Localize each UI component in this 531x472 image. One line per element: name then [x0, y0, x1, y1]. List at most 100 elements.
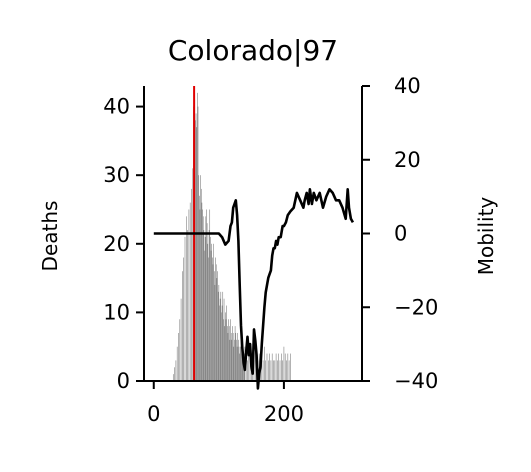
- death-bar: [178, 332, 179, 381]
- death-bar: [249, 353, 251, 381]
- death-bar: [175, 360, 177, 381]
- death-bar: [184, 236, 186, 381]
- death-bar: [199, 209, 201, 381]
- death-bar: [174, 367, 175, 381]
- death-bar: [211, 243, 212, 381]
- death-bar: [217, 271, 218, 381]
- x-ticks-group: 0 200: [147, 381, 304, 426]
- death-bar: [200, 175, 201, 381]
- death-bar: [227, 332, 229, 381]
- death-bar: [275, 353, 277, 381]
- death-bar: [248, 346, 250, 381]
- death-bar: [202, 216, 204, 381]
- death-bar: [216, 278, 218, 381]
- death-bar: [225, 319, 227, 381]
- death-bar: [221, 312, 222, 381]
- death-bar: [219, 305, 220, 381]
- death-bar: [236, 346, 238, 381]
- death-bar: [182, 271, 183, 381]
- death-bar: [185, 216, 187, 381]
- death-bar: [187, 230, 188, 381]
- death-bar: [213, 243, 214, 381]
- death-bar: [198, 175, 199, 381]
- death-bar: [290, 353, 291, 381]
- death-bar: [234, 339, 235, 381]
- death-bar: [223, 319, 224, 381]
- y-right-tick-label: −40: [394, 369, 438, 393]
- mobility-line: [153, 188, 355, 390]
- death-bar: [183, 257, 184, 381]
- death-bar: [226, 326, 228, 381]
- death-bar: [243, 360, 244, 381]
- death-bar: [195, 120, 196, 382]
- death-bar: [197, 92, 198, 381]
- death-bar: [210, 236, 211, 381]
- death-bar: [172, 374, 174, 381]
- death-bar: [264, 346, 265, 381]
- death-bar: [208, 257, 209, 381]
- death-bar: [195, 113, 197, 381]
- death-bar: [219, 298, 221, 381]
- death-bar: [232, 332, 234, 381]
- death-bar: [221, 305, 223, 381]
- death-bar: [213, 271, 215, 381]
- death-bar: [261, 353, 263, 381]
- death-bar: [238, 346, 240, 381]
- y-left-tick-label: 0: [117, 369, 130, 393]
- death-bar: [212, 257, 213, 381]
- chart-title: Colorado|97: [168, 34, 338, 67]
- death-bar: [278, 353, 280, 381]
- death-bar: [265, 360, 266, 381]
- death-bar: [229, 339, 231, 381]
- death-bar: [209, 209, 211, 381]
- death-bar: [238, 339, 239, 381]
- death-bar: [286, 360, 287, 381]
- y-left-tick-label: 20: [103, 232, 130, 256]
- death-bar: [230, 319, 231, 381]
- death-bar: [200, 188, 202, 381]
- y-right-tick-label: 20: [394, 148, 421, 172]
- death-bar: [191, 188, 192, 381]
- death-bar: [287, 353, 289, 381]
- death-bar: [192, 168, 194, 381]
- death-bar: [277, 360, 278, 381]
- death-bar: [237, 332, 239, 381]
- death-bar: [210, 250, 212, 381]
- death-bar: [206, 223, 208, 381]
- death-bar: [233, 346, 235, 381]
- death-bar: [225, 312, 226, 381]
- death-bar: [223, 298, 225, 381]
- death-bar: [218, 284, 220, 381]
- death-bar: [199, 195, 200, 381]
- death-bar: [224, 326, 225, 381]
- death-bar: [207, 243, 209, 381]
- death-bar: [273, 360, 274, 381]
- y-right-tick-label: −20: [394, 295, 438, 319]
- death-bar: [241, 353, 242, 381]
- death-bar: [215, 257, 216, 381]
- x-tick-label: 0: [147, 402, 160, 426]
- y-left-tick-label: 10: [103, 300, 130, 324]
- death-bar: [241, 346, 243, 381]
- death-bar: [269, 353, 270, 381]
- death-bar: [214, 284, 216, 381]
- death-bar: [266, 353, 268, 381]
- death-bar: [262, 360, 264, 381]
- death-bar: [240, 346, 241, 381]
- death-bar: [228, 326, 230, 381]
- x-tick-label: 200: [264, 402, 304, 426]
- death-bar: [206, 209, 207, 381]
- y-left-axis-label: Deaths: [38, 201, 62, 272]
- death-bar: [239, 353, 240, 381]
- death-bar: [234, 326, 236, 381]
- death-bar: [231, 339, 233, 381]
- death-bar: [204, 250, 205, 381]
- death-bar: [247, 360, 248, 381]
- death-bar: [267, 360, 269, 381]
- death-bar: [230, 332, 232, 381]
- death-bar: [212, 264, 214, 381]
- death-bar: [279, 360, 281, 381]
- death-bar: [284, 353, 286, 381]
- death-bar: [204, 236, 206, 381]
